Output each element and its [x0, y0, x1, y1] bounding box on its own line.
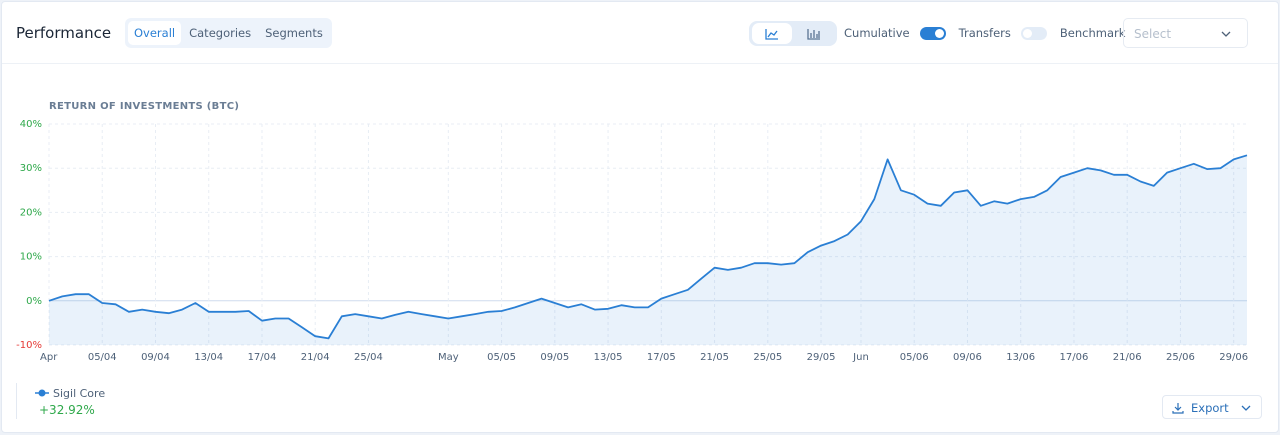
y-tick-label: 20% — [20, 207, 42, 218]
x-tick-label: 05/05 — [487, 352, 516, 363]
tab[interactable]: Segments — [265, 26, 323, 40]
area — [49, 155, 1247, 345]
legend-dot — [38, 389, 46, 397]
export-button[interactable]: Export — [1162, 395, 1262, 419]
x-tick-label: 13/04 — [194, 352, 223, 363]
toggle-group: Cumulative Transfers Benchmark — [844, 26, 1125, 40]
x-tick-label: 21/06 — [1113, 352, 1142, 363]
legend-icon — [35, 389, 49, 397]
legend-change: +32.92% — [39, 403, 95, 417]
y-tick-label: -10% — [16, 340, 42, 351]
legend: Sigil Core +32.92% — [16, 383, 105, 419]
chevron — [1241, 405, 1251, 411]
toggle: Cumulative — [844, 26, 946, 40]
x-tick-label: 13/06 — [1006, 352, 1035, 363]
x-tick-label: 17/04 — [248, 352, 277, 363]
x-tick-label: May — [438, 352, 459, 363]
separator — [2, 63, 1278, 64]
x-tick-label: 13/05 — [594, 352, 623, 363]
tab-group: Overall Categories Segments — [125, 18, 332, 48]
legend-series-name[interactable]: Sigil Core — [53, 387, 106, 400]
benchmark-label[interactable]: Benchmark — [1059, 26, 1126, 40]
toggle-label: Transfers — [958, 26, 1011, 40]
x-tick-label: 05/06 — [900, 352, 929, 363]
x-tick-label: 25/06 — [1166, 352, 1195, 363]
x-tick-label: 29/06 — [1219, 352, 1248, 363]
toggle-switch[interactable] — [1020, 26, 1047, 40]
x-tick-label: 09/05 — [540, 352, 569, 363]
page-title: Performance — [16, 24, 112, 42]
y-tick-label: 30% — [20, 163, 42, 174]
export-label: Export — [1191, 401, 1229, 415]
chart-title: RETURN OF INVESTMENTS (BTC) — [49, 101, 239, 112]
toggle-knob — [1022, 28, 1032, 38]
x-tick-label: 25/05 — [753, 352, 782, 363]
x-tick-label: 17/05 — [647, 352, 676, 363]
chevron — [1221, 31, 1231, 37]
bar-view-button[interactable] — [794, 23, 834, 44]
select-placeholder: Select — [1134, 27, 1172, 41]
view-switch — [749, 21, 837, 46]
line-view-button[interactable] — [752, 23, 792, 44]
download-icon — [1172, 403, 1184, 414]
x-tick-label: 17/06 — [1060, 352, 1089, 363]
tab[interactable]: Overall — [128, 21, 182, 45]
x-tick-label: Jun — [852, 352, 869, 363]
bar-icon — [807, 28, 820, 40]
x-tick-label: Apr — [40, 352, 58, 363]
toggle: Transfers — [959, 26, 1047, 40]
x-tick-label: 09/04 — [141, 352, 170, 363]
toggle-knob — [934, 28, 944, 38]
x-tick-label: 09/06 — [953, 352, 982, 363]
line-icon — [765, 28, 778, 40]
x-tick-label: 21/05 — [700, 352, 729, 363]
tab[interactable]: Categories — [189, 26, 252, 40]
y-tick-label: 40% — [20, 119, 42, 130]
x-tick-label: 25/04 — [354, 352, 383, 363]
x-tick-label: 05/04 — [88, 352, 117, 363]
x-tick-label: 29/05 — [807, 352, 836, 363]
chart: RETURN OF INVESTMENTS (BTC) -10% 0% 10% 20% 3… — [16, 101, 1248, 363]
line — [48, 154, 1248, 340]
x-tick-label: 21/04 — [301, 352, 330, 363]
toggle-label: Cumulative — [844, 26, 910, 40]
benchmark-select[interactable]: Select — [1123, 18, 1248, 48]
y-tick-label: 0% — [26, 296, 42, 307]
y-tick-label: 10% — [20, 252, 42, 263]
toggle-switch[interactable] — [919, 26, 946, 40]
